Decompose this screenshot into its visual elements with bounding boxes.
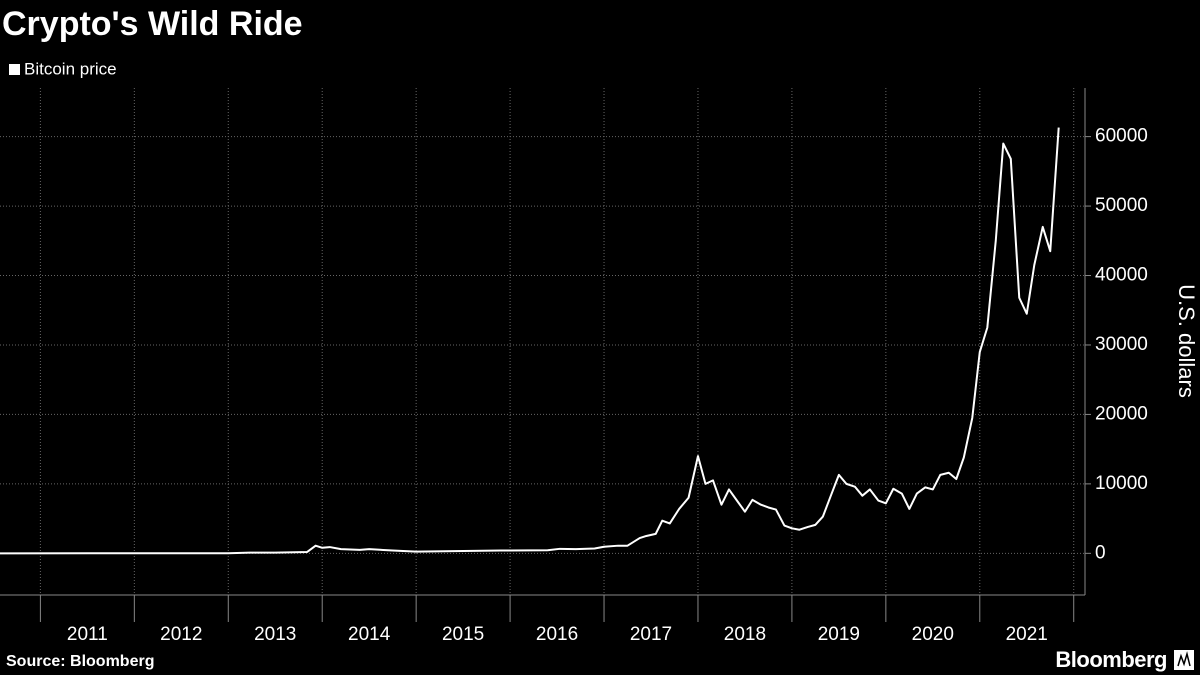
y-tick-label: 20000 [1095,403,1148,424]
y-tick-label: 0 [1095,542,1106,563]
y-tick-label: 40000 [1095,265,1148,286]
y-axis-label: U.S. dollars [1174,284,1199,398]
legend-label: Bitcoin price [24,59,117,78]
y-tick-label: 50000 [1095,195,1148,216]
legend-swatch [9,64,20,75]
chart-title: Crypto's Wild Ride [2,5,303,43]
x-tick-label: 2014 [348,624,391,645]
y-tick-label: 60000 [1095,126,1148,147]
x-tick-label: 2019 [818,624,860,645]
brand-icon [1174,650,1194,670]
price-line [0,127,1060,555]
x-tick-label: 2021 [1006,624,1048,645]
x-tick-label: 2020 [912,624,954,645]
x-tick-label: 2011 [67,624,108,645]
source: Source: Bloomberg [6,653,154,670]
x-tick-label: 2016 [536,624,578,645]
x-tick-label: 2012 [160,624,202,645]
x-tick-label: 2018 [724,624,766,645]
x-tick-label: 2013 [254,624,296,645]
x-tick-label: 2017 [630,624,672,645]
y-tick-label: 30000 [1095,334,1148,355]
x-tick-label: 2015 [442,624,484,645]
brand: Bloomberg [1055,647,1167,672]
y-tick-label: 10000 [1095,473,1148,494]
brand-icon-mark [1177,651,1191,667]
